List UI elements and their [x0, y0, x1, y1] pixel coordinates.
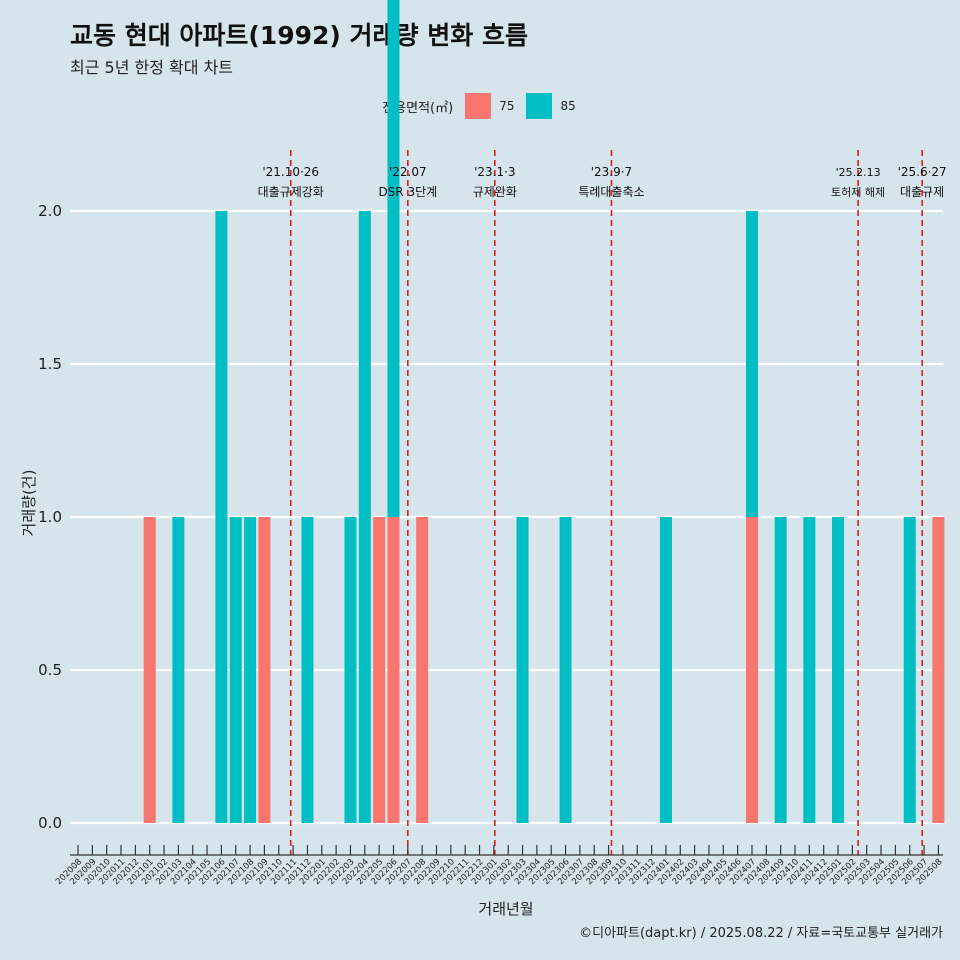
legend-key-75 [465, 93, 492, 119]
y-tick-label: 1.0 [38, 508, 62, 526]
legend: 전용면적(㎡) 75 85 [0, 93, 960, 119]
bar-202407-85 [745, 211, 758, 517]
bar-202106-85 [215, 211, 228, 823]
event-date-label: '25.2.13 [836, 166, 881, 179]
event-date-label: '25.6·27 [898, 165, 947, 179]
y-axis: 0.0 0.5 1.0 1.5 2.0 [38, 202, 62, 832]
source-caption: ©디아파트(dapt.kr) / 2025.08.22 / 자료=국토교통부 실… [579, 926, 943, 941]
bar-202411-85 [803, 517, 816, 823]
bar-202306-85 [559, 517, 572, 823]
event-name-label: 대출규제 [900, 185, 944, 199]
legend-label-85: 85 [560, 99, 576, 113]
chart-title: 교동 현대 아파트(1992) 거래량 변화 흐름 [70, 21, 528, 50]
event-lines: '21.10·26 대출규제강화 '22.07 DSR 3단계 '23.1·3 규제완화 '… [258, 150, 947, 855]
bar-202409-85 [774, 517, 787, 823]
bar-202101-75 [143, 517, 156, 823]
x-axis-title: 거래년월 [478, 900, 533, 918]
legend-key-85 [526, 93, 553, 119]
bar-202109-75 [258, 517, 271, 823]
bar-202203-85 [344, 517, 357, 823]
event-name-label: 규제완화 [473, 185, 517, 199]
bar-202206-75 [387, 517, 400, 823]
bar-202108-85 [244, 517, 257, 823]
bar-202407-75 [745, 517, 758, 823]
bar-202107-85 [229, 517, 242, 823]
bar-202103-85 [172, 517, 185, 823]
y-axis-title: 거래량(건) [20, 470, 38, 537]
event-name-label: 토허제 해제 [831, 185, 885, 199]
bar-202112-85 [301, 517, 314, 823]
y-tick-label: 0.5 [38, 661, 62, 679]
event-name-label: 특례대출축소 [578, 185, 644, 199]
x-axis: 2020082020092020102020112020122021012021… [54, 845, 945, 887]
event-name-label: DSR 3단계 [378, 185, 437, 199]
bar-202401-85 [659, 517, 672, 823]
bar-202501-85 [832, 517, 845, 823]
event-name-label: 대출규제강화 [258, 185, 324, 199]
bars [143, 0, 945, 823]
bar-202205-75 [373, 517, 386, 823]
bar-202206-85 [387, 0, 400, 517]
legend-label-75: 75 [499, 99, 515, 113]
bar-202303-85 [516, 517, 529, 823]
bar-202508-75 [932, 517, 945, 823]
bar-202208-75 [416, 517, 429, 823]
legend-title: 전용면적(㎡) [382, 100, 454, 116]
event-date-label: '22.07 [389, 165, 427, 179]
y-tick-label: 0.0 [38, 814, 62, 832]
chart-subtitle: 최근 5년 한정 확대 차트 [70, 58, 234, 77]
event-date-label: '23.1·3 [474, 165, 515, 179]
y-tick-label: 2.0 [38, 202, 62, 220]
bar-202204-85 [358, 211, 371, 823]
bar-202506-85 [903, 517, 916, 823]
y-tick-label: 1.5 [38, 355, 62, 373]
event-date-label: '21.10·26 [262, 165, 319, 179]
event-date-label: '23.9·7 [591, 165, 632, 179]
